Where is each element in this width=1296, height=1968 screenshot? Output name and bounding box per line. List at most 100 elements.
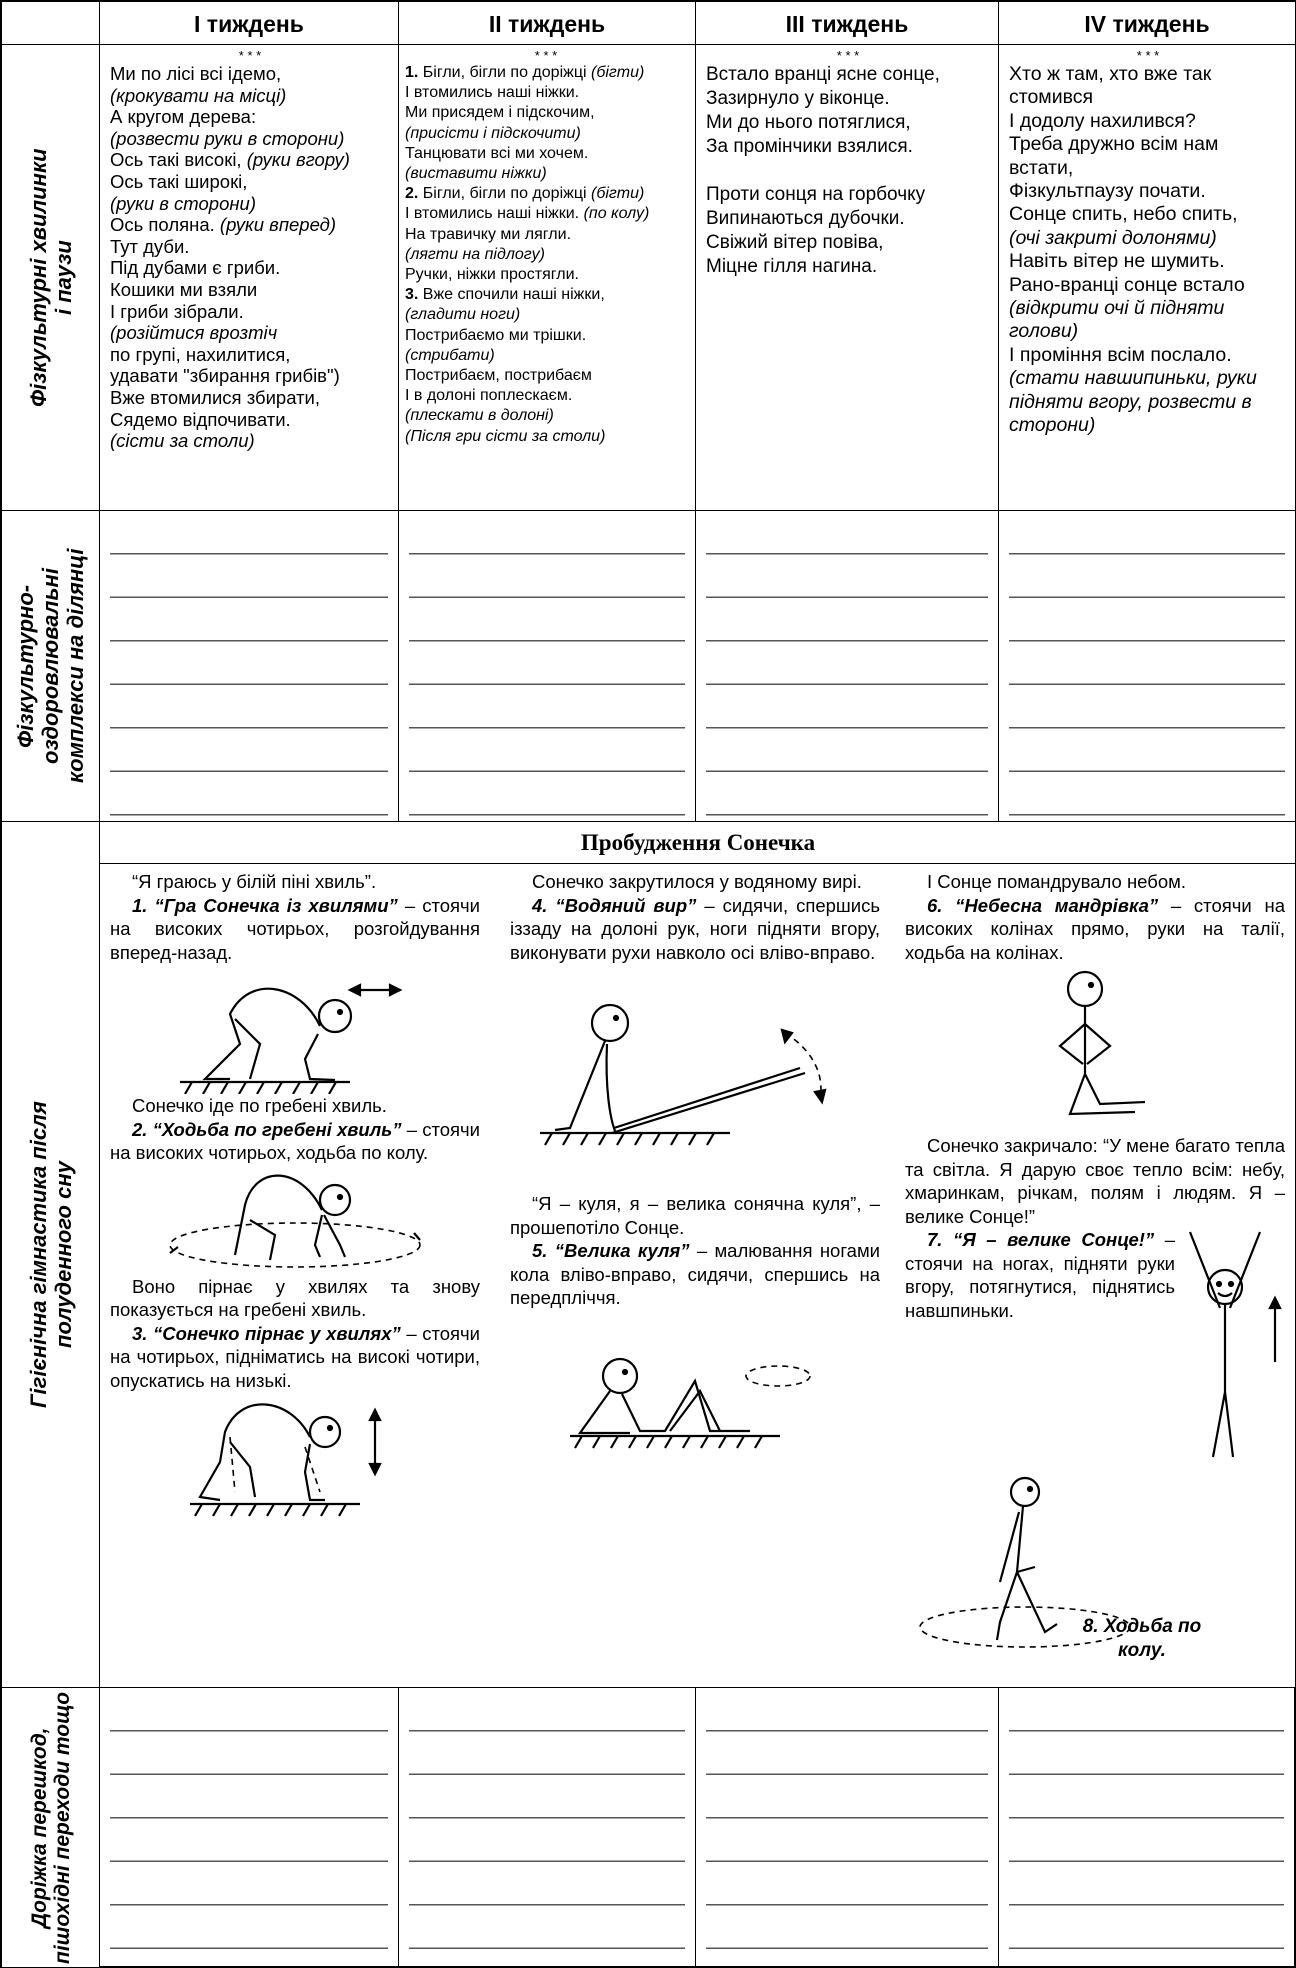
poem-text: За промінчики взялися. <box>706 136 913 157</box>
poem-line: (розвести руки в сторони) <box>110 128 390 150</box>
poem-line: І додолу нахилився? <box>1009 110 1287 133</box>
poem-line: Сядемо відпочивати. <box>110 409 390 431</box>
poem-line: (руки в сторони) <box>110 193 390 215</box>
poem-line: (сісти за столи) <box>110 430 390 452</box>
row-label: Гігієнічна гімнастика після полуденного … <box>25 1101 76 1408</box>
blank-lines <box>399 1688 696 1968</box>
poem-cell: * * * Встало вранці ясне сонце, Зазирнуло … <box>696 45 999 511</box>
poem-text: Навіть вітер не шумить. <box>1009 250 1225 273</box>
narration: Сонечко закрутилося у водяному вирі. <box>532 871 862 892</box>
poem-text: (Після гри сісти за столи) <box>405 427 606 445</box>
exercise-title: 8. Ходьба по колу. <box>1082 1616 1202 1661</box>
blank-lines <box>100 1688 399 1968</box>
week-header: II тиждень <box>399 0 696 45</box>
poem-line: І в долоні поплескаєм. <box>405 386 687 406</box>
poem-line: За промінчики взялися. <box>706 135 990 159</box>
poem-line: Встало вранці ясне сонце, <box>706 63 990 87</box>
row-label-cell: Гігієнічна гімнастика після полуденного … <box>0 822 100 1688</box>
poem-text: удавати "збирання грибів") <box>110 365 340 387</box>
poem-text: Сядемо відпочивати. <box>110 408 291 430</box>
section-title: Пробудження Сонечка <box>100 822 1296 864</box>
exercise-text: – стоячи на високих колінах прямо, руки … <box>905 894 1285 963</box>
poem-text: Ми по лісі всі ідемо, <box>110 63 282 84</box>
poem-line: (очі закриті долонями) <box>1009 227 1287 250</box>
poem-line: 3. Вже спочили наші ніжки, <box>405 285 687 305</box>
exercise: 7. “Я – велике Сонце!” – стоячи на ногах… <box>905 1228 1285 1322</box>
poem-line: Ось такі високі, (руки вгору) <box>110 149 390 171</box>
poem-text: (сісти за столи) <box>110 430 255 452</box>
poem-segment: Ось поляна. <box>110 214 215 236</box>
poem-line: Ми присядем і підскочим, <box>405 103 687 123</box>
poem-text: (лягти на підлогу) <box>405 245 545 263</box>
poem-text: (відкрити очі й підняти голови) <box>1009 297 1225 343</box>
poem-text: (крокувати на місці) <box>110 84 287 106</box>
poem-line: Проти сонця на горбочку <box>706 183 990 207</box>
poem-mark: * * * <box>1136 48 1160 63</box>
poem-text: Тут дуби. <box>110 235 190 257</box>
poem-line: (крокувати на місці) <box>110 85 390 107</box>
poem-text: Свіжий вітер повіва, <box>706 232 884 253</box>
poem-segment: Ось такі високі, <box>110 149 242 171</box>
poem-segment: І втомились наші ніжки. <box>405 205 580 223</box>
poem-line: Свіжий вітер повіва, <box>706 231 990 255</box>
poem-line: (лягти на підлогу) <box>405 245 687 265</box>
poem-line: Зазирнуло у віконце. <box>706 87 990 111</box>
poem-cell: * * * Ми по лісі всі ідемо, (крокувати на … <box>100 45 399 511</box>
blank-lines <box>696 511 999 822</box>
exercise-text: – малювання ногами кола вліво-вправо, си… <box>510 1240 881 1308</box>
blank-lines <box>100 511 399 822</box>
poem-segment: (по колу) <box>583 205 650 223</box>
exercise: 1. “Гра Сонечка із хвилями” – стоячи на … <box>110 894 480 965</box>
poem-segment: 3. <box>405 286 419 304</box>
poem-line: Сонце спить, небо спить, <box>1009 203 1287 226</box>
poem-text: (виставити ніжки) <box>405 165 547 183</box>
poem-mark: * * * <box>238 48 262 63</box>
exercise: 5. “Велика куля” – малювання ногами кола… <box>510 1239 880 1310</box>
poem-line: Ось поляна. (руки вперед) <box>110 214 390 236</box>
poem-text: (плескати в долоні) <box>405 407 554 425</box>
poem-line: Вже втомилися збирати, <box>110 387 390 409</box>
poem-segment: (бігти) <box>591 185 645 203</box>
poem-text: Кошики ми взяли <box>110 278 258 300</box>
poem-line: І втомились наші ніжки. <box>405 83 687 103</box>
poem-text: І проміння всім послало. <box>1009 343 1232 366</box>
poem-line: Навіть вітер не шумить. <box>1009 250 1287 273</box>
poem-text: Ми до нього потяглися, <box>706 112 911 133</box>
poem-text: (стрибати) <box>405 346 495 364</box>
figure-walk <box>919 1476 1131 1648</box>
exercise-title: 3. “Сонечко пірнає у хвилях” <box>132 1322 401 1344</box>
corner-cell <box>0 0 100 45</box>
blank-lines <box>999 511 1296 822</box>
poem-line: І проміння всім послало. <box>1009 344 1287 367</box>
poem-line: Пострибаєм, пострибаєм <box>405 366 687 386</box>
poem-cell: * * * Хто ж там, хто вже так стомився І до… <box>999 45 1296 511</box>
row-label: Фізкультурно-оздоровлювальні комплекси н… <box>13 548 88 784</box>
week-header: III тиждень <box>696 0 999 45</box>
poem-text: (стати навшипиньки, руки підняти вгору, … <box>1009 367 1257 437</box>
row-label-cell: Фізкультурні хвилинки і паузи <box>0 45 100 511</box>
poem-line: Під дубами є гриби. <box>110 257 390 279</box>
poem-line: (відкрити очі й підняти голови) <box>1009 297 1287 344</box>
poem-line: Танцювати всі ми хочем. <box>405 144 687 164</box>
exercise: 6. “Небесна мандрівка” – стоячи на висок… <box>905 894 1285 965</box>
poem-line: (плескати в долоні) <box>405 406 687 426</box>
poem-line: Ми до нього потяглися, <box>706 111 990 135</box>
poem-segment: (руки вперед) <box>219 214 337 236</box>
poem-text: Випинаються дубочки. <box>706 208 905 229</box>
poem-text: Встало вранці ясне сонце, <box>706 64 940 85</box>
poem-text: (присісти і підскочити) <box>405 124 581 142</box>
poem-text: І гриби зібрали. <box>110 300 244 322</box>
poem-text: Зазирнуло у віконце. <box>706 88 890 109</box>
poem-text: (гладити ноги) <box>405 306 521 324</box>
poem-line: (гладити ноги) <box>405 305 687 325</box>
poem-line: (присісти і підскочити) <box>405 124 687 144</box>
poem-line: Фізкультпаузу почати. <box>1009 180 1287 203</box>
week-header: I тиждень <box>100 0 399 45</box>
exercise-text: – стоячи на чотирьох, підніматись на вис… <box>110 1322 480 1391</box>
poem-line: Треба дружно всім нам встати, <box>1009 133 1287 180</box>
narration: Сонечко іде по гребені хвиль. <box>132 1095 387 1116</box>
exercise-title: 6. “Небесна мандрівка” <box>927 894 1159 916</box>
poem-line: (Після гри сісти за столи) <box>405 427 687 447</box>
poem-text: (руки в сторони) <box>110 192 256 214</box>
